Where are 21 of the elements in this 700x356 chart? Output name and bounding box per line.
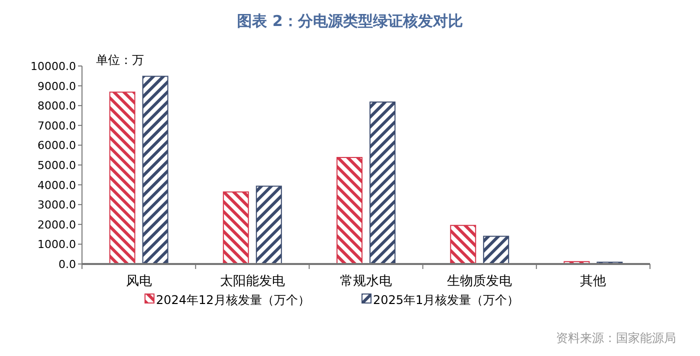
y-tick-label: 5000.0 (38, 159, 76, 172)
y-tick-label: 7000.0 (38, 119, 76, 132)
y-tick-label: 9000.0 (38, 80, 76, 93)
y-tick-label: 8000.0 (38, 100, 76, 113)
legend-label: 2025年1月核发量（万个） (373, 293, 520, 307)
x-tick-label: 其他 (580, 274, 606, 289)
chart-title: 图表 2：分电源类型绿证核发对比 (237, 12, 463, 30)
y-tick-label: 4000.0 (38, 178, 76, 192)
y-tick-label: 6000.0 (38, 139, 76, 152)
text: 资料来源：国家能源局 (556, 331, 676, 345)
y-tick-label: 2000.0 (38, 218, 76, 232)
y-tick-label: 10000.0 (30, 60, 76, 73)
x-tick-label: 生物质发电 (447, 274, 512, 289)
x-tick-label: 风电 (126, 274, 152, 289)
x-tick-label: 太阳能发电 (220, 274, 285, 289)
legend-label: 2024年12月核发量（万个） (156, 293, 310, 307)
y-tick-label: 1000.0 (38, 238, 76, 252)
x-tick-label: 常规水电 (340, 274, 392, 289)
y-tick-label: 3000.0 (38, 198, 76, 212)
y-tick-label: 0.0 (58, 258, 76, 271)
y-axis-title: 单位：万 (96, 53, 144, 67)
